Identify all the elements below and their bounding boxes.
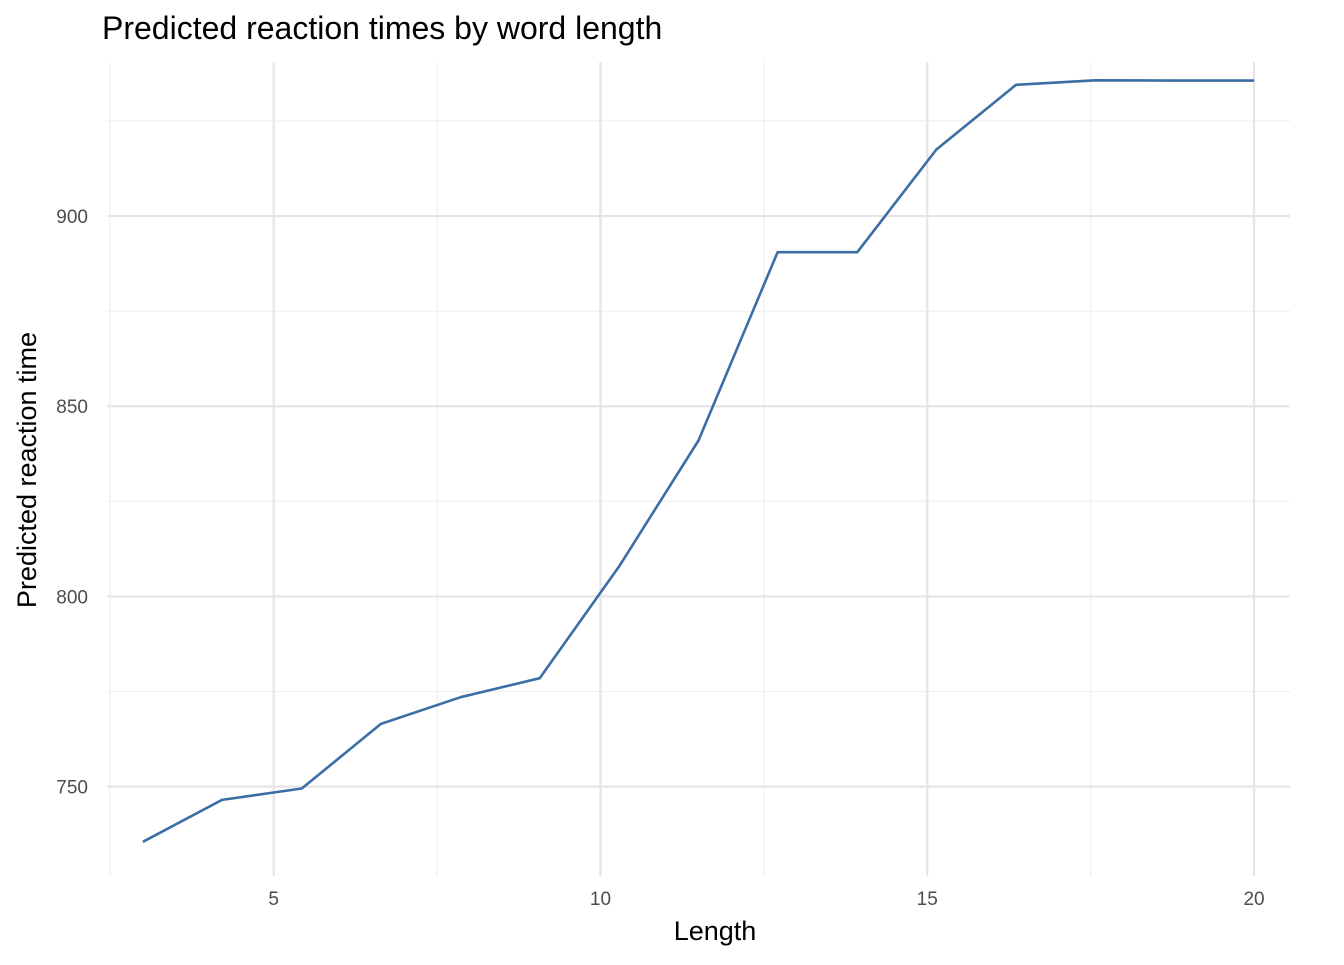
y-tick-label: 850: [56, 397, 88, 418]
x-tick-label: 20: [1243, 889, 1264, 910]
x-tick-label: 10: [590, 889, 611, 910]
chart-title: Predicted reaction times by word length: [102, 10, 662, 46]
y-axis-title: Predicted reaction time: [12, 332, 42, 608]
x-tick-label: 5: [268, 889, 279, 910]
y-tick-label: 900: [56, 207, 88, 228]
series-line: [142, 79, 1255, 843]
tick-label-layer: 5 10 15 20 750 800 850 900: [56, 207, 1264, 910]
x-tick-label: 15: [917, 889, 938, 910]
x-axis-title: Length: [674, 916, 757, 946]
y-tick-label: 750: [56, 778, 88, 799]
y-tick-label: 800: [56, 587, 88, 608]
line-layer: [142, 79, 1255, 843]
grid-layer: [107, 62, 1290, 876]
